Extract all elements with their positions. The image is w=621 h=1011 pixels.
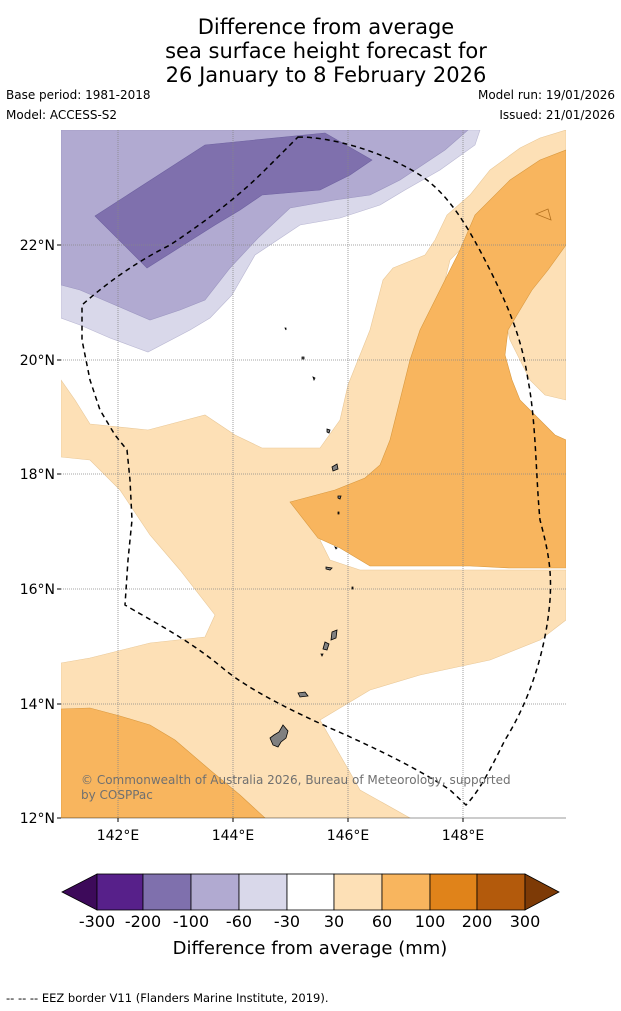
colorbar-box-100-200: [429, 873, 478, 911]
colorbar-box-30-60: [333, 873, 383, 911]
colorbar-tick-label: -200: [125, 912, 161, 931]
contour-60-100-southwest: [61, 707, 266, 818]
colorbar-box-neg100-neg60: [190, 873, 240, 911]
colorbar-tick-label: -60: [226, 912, 252, 931]
title-line-3: 26 January to 8 February 2026: [165, 63, 487, 87]
lon-label-146e: 146°E: [327, 828, 370, 844]
lon-label-144e: 144°E: [212, 828, 255, 844]
island-guguan: [334, 546, 338, 550]
lat-label-18n: 18°N: [20, 467, 55, 483]
colorbar-box-neg30-30: [286, 873, 335, 911]
contour-60-100-band: [289, 149, 566, 569]
lat-label-22n: 22°N: [20, 238, 55, 254]
colorbar-tick-label: -30: [274, 912, 300, 931]
copyright-line-1: © Commonwealth of Australia 2026, Bureau…: [81, 773, 511, 787]
island-pagan: [337, 495, 342, 500]
colorbar-tick-label: 30: [324, 912, 344, 931]
lat-label-16n: 16°N: [20, 582, 55, 598]
issued-label: Issued: 21/01/2026: [499, 108, 615, 122]
copyright-line-2: by COSPPac: [81, 788, 153, 802]
longitude-axis: 142°E 144°E 146°E 148°E: [97, 818, 485, 844]
lat-label-12n: 12°N: [20, 811, 55, 827]
lon-label-142e: 142°E: [97, 828, 140, 844]
lat-label-14n: 14°N: [20, 697, 55, 713]
colorbar-tick-label: 60: [372, 912, 392, 931]
graticule: [61, 130, 566, 818]
title-line-2: sea surface height forecast for: [165, 39, 487, 63]
colorbar-tick-label: 200: [462, 912, 493, 931]
colorbar-box-200-300: [476, 873, 526, 911]
latitude-axis: 22°N 20°N 18°N 16°N 14°N 12°N: [20, 238, 61, 827]
island-anatahan: [325, 566, 333, 571]
island-asuncion: [326, 428, 331, 434]
colorbar-box-neg300-neg200: [96, 873, 144, 911]
island-aguijan: [320, 653, 324, 657]
island-uracas: [301, 356, 305, 360]
contour-60-100-small-patch: [534, 208, 552, 221]
chart-title: Difference from average sea surface heig…: [0, 15, 621, 87]
title-line-1: Difference from average: [197, 15, 455, 39]
island-saipan: [330, 629, 338, 641]
eez-border-line: [81, 136, 552, 807]
colorbar-tick-label: 100: [415, 912, 446, 931]
island-tinian: [322, 641, 330, 651]
colorbar-tick-label: -300: [79, 912, 115, 931]
lat-label-20n: 20°N: [20, 353, 55, 369]
map-figure: © Commonwealth of Australia 2026, Bureau…: [20, 130, 566, 959]
island-guam: [269, 724, 289, 748]
island-farallon: [284, 327, 287, 331]
colorbar-box-neg60-neg30: [238, 873, 288, 911]
colorbar-box-60-100: [381, 873, 431, 911]
colorbar-tick-label: -100: [173, 912, 209, 931]
lon-label-148e: 148°E: [442, 828, 485, 844]
island-maug: [312, 376, 316, 382]
eez-legend-note: -- -- -- EEZ border V11 (Flanders Marine…: [6, 991, 329, 1005]
island-agrihan: [331, 463, 339, 472]
colorbar-title: Difference from average (mm): [173, 938, 448, 959]
contour-neg-100-band: [94, 132, 373, 269]
colorbar: -300 -200 -100 -60 -30 30 60 100 200 300…: [61, 873, 560, 959]
mariana-islands: [269, 327, 354, 748]
island-rota: [297, 691, 309, 698]
island-alamagan: [337, 511, 340, 515]
map-area: © Commonwealth of Australia 2026, Bureau…: [61, 130, 566, 818]
colorbar-max-extend-triangle: [524, 873, 560, 911]
island-sarigan: [351, 586, 354, 590]
model-label: Model: ACCESS-S2: [6, 108, 118, 122]
base-period-label: Base period: 1981-2018: [6, 88, 151, 102]
model-run-label: Model run: 19/01/2026: [477, 88, 615, 102]
colorbar-box-neg200-neg100: [142, 873, 192, 911]
colorbar-min-extend-triangle: [61, 873, 98, 911]
colorbar-tick-label: 300: [510, 912, 541, 931]
